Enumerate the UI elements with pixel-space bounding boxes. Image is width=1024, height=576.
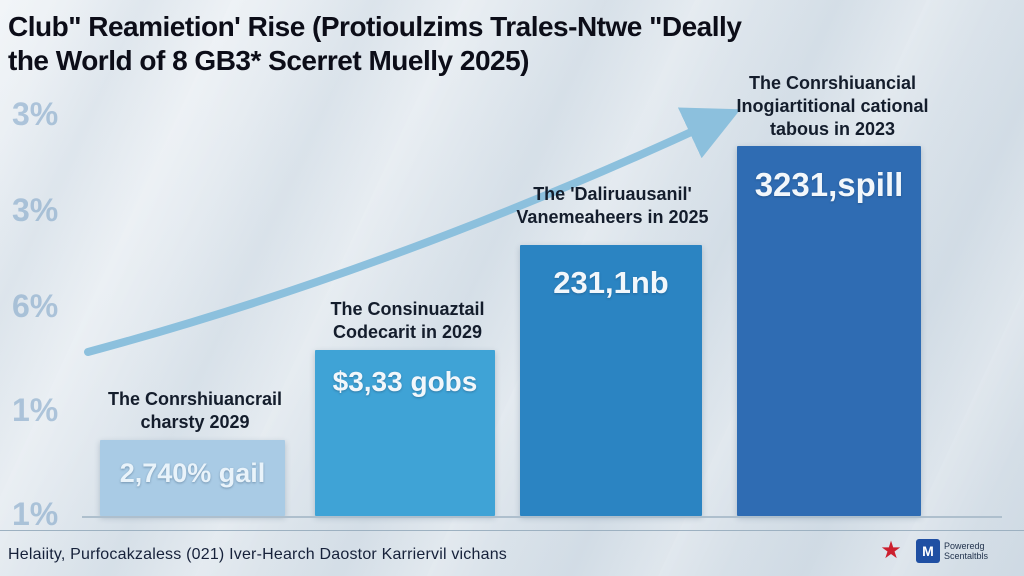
page-title: Club" Reamietion' Rise (Protioulzims Tra… (8, 10, 768, 78)
bar-label-2-line-1: The Consinuaztail (330, 299, 485, 319)
bar-label-2-line-2: Codecarit in 2029 (332, 322, 483, 342)
title-line-2: the World of 8 GB3* Scerret Muelly 2025) (8, 45, 529, 76)
blue-brand-logo: M Poweredg Scentaltbls (916, 539, 1014, 563)
bar-2: $3,33 gobs (315, 350, 495, 516)
bar-label-3: The 'Daliruausanil' Vanemeaheers in 2025 (500, 183, 725, 229)
x-axis-baseline (82, 516, 1002, 518)
bar-1-value: 2,740% gail (119, 458, 266, 488)
blue-logo-text: Poweredg Scentaltbls (944, 541, 989, 561)
footer-divider (0, 530, 1024, 531)
bar-label-1-line-1: The Conrshiuancrail (107, 389, 283, 409)
title-line-1: Club" Reamietion' Rise (Protioulzims Tra… (8, 11, 742, 42)
bar-label-4-line-3: tabous in 2023 (769, 119, 896, 139)
bar-3-value: 231,1nb (553, 265, 669, 300)
bar-2-value: $3,33 gobs (332, 366, 478, 397)
bar-4-value: 3231,spill (754, 166, 904, 203)
bar-label-4-line-1: The Conrshiuancial (748, 73, 917, 93)
y-axis-tick-2: 3% (12, 192, 59, 228)
y-axis-tick-4: 1% (12, 392, 59, 428)
blue-logo-icon: M (916, 539, 940, 563)
y-axis-tick-1: 3% (12, 96, 59, 132)
bar-label-3-line-2: Vanemeaheers in 2025 (516, 207, 709, 227)
red-star-logo-icon: ★ (880, 537, 902, 564)
bar-label-3-line-1: The 'Daliruausanil' (533, 184, 692, 204)
y-axis-tick-5: 1% (12, 496, 59, 532)
bar-label-4-line-2: Inogiartitional cational (736, 96, 929, 116)
y-axis-tick-3: 6% (12, 288, 59, 324)
footer-source-text: Helaiity, Purfocakzaless (021) Iver-Hear… (8, 546, 508, 563)
bar-label-2: The Consinuaztail Codecarit in 2029 (295, 298, 520, 344)
bar-1: 2,740% gail (100, 440, 285, 516)
footer-logos: ★ M Poweredg Scentaltbls (878, 538, 1014, 564)
bar-4: 3231,spill (737, 146, 921, 516)
bar-label-4: The Conrshiuancial Inogiartitional catio… (715, 72, 950, 141)
bar-label-1: The Conrshiuancrail charsty 2029 (70, 388, 320, 434)
bar-3: 231,1nb (520, 245, 702, 516)
bar-label-1-line-2: charsty 2029 (140, 412, 250, 432)
